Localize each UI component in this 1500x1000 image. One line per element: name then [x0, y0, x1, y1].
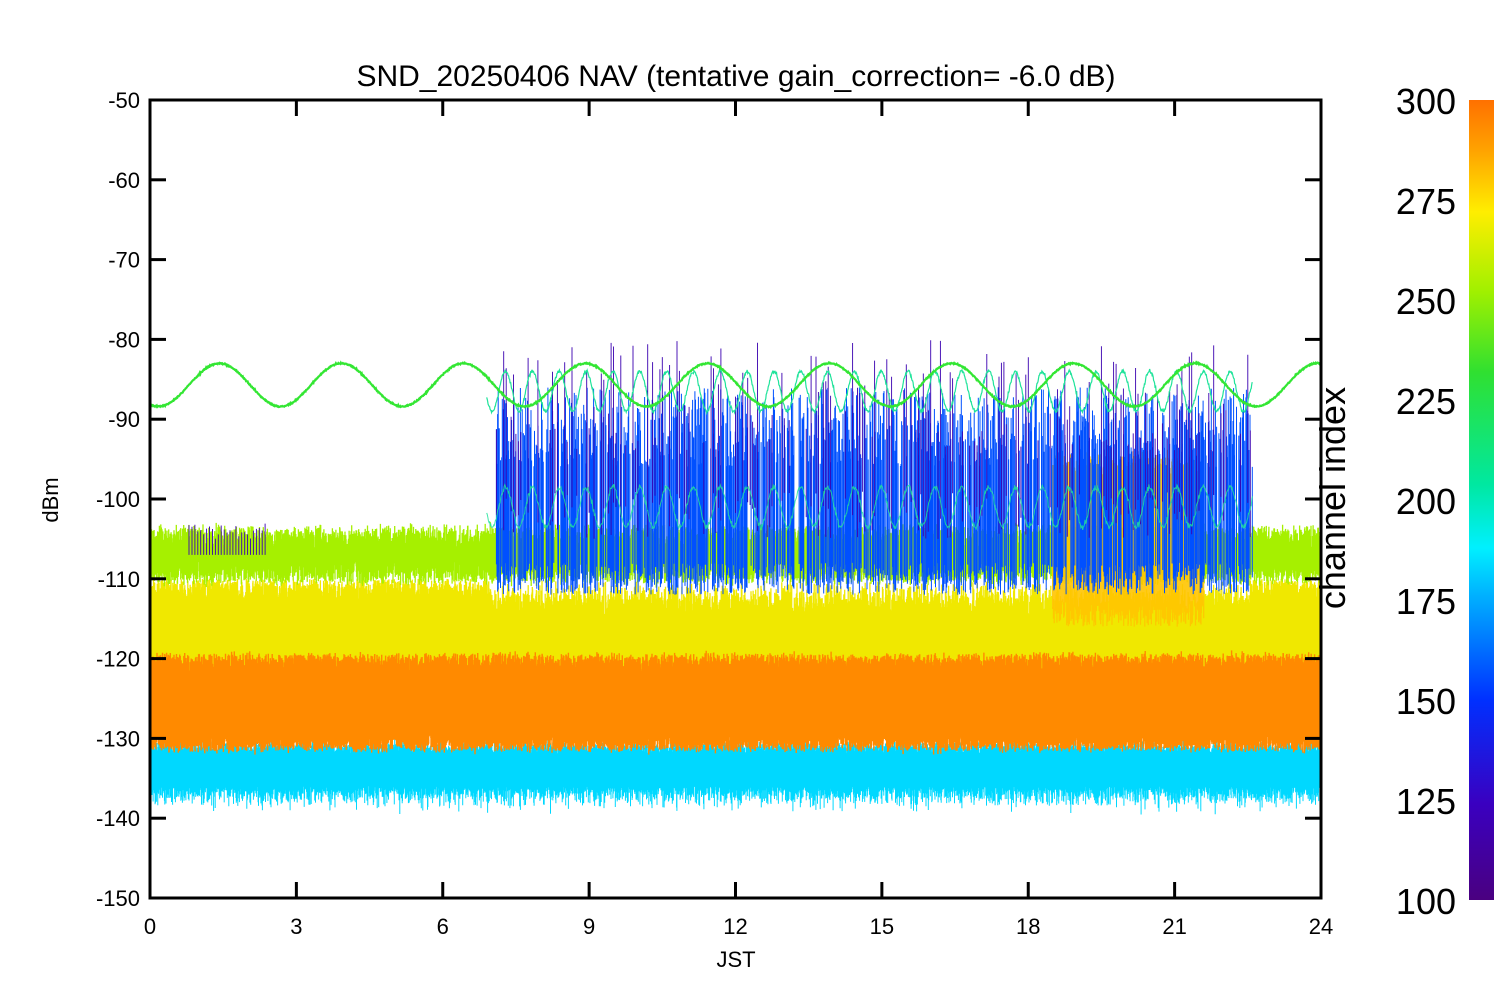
x-tick-label: 15 — [870, 914, 894, 939]
y-axis: -50 -60 -70 -80 -90 -100 -110 -120 -130 -140 -150 — [96, 88, 1321, 911]
chart-title: SND_20250406 NAV (tentative gain_correct… — [356, 60, 1115, 93]
colorbar-tick-label: 150 — [1396, 681, 1456, 722]
series-teal-oscillation-lower — [486, 482, 1253, 532]
colorbar-label: channel index — [1312, 387, 1353, 609]
colorbar-tick-label: 100 — [1396, 881, 1456, 922]
x-axis-label: JST — [716, 947, 755, 972]
y-axis-label: dBm — [38, 477, 63, 522]
y-tick-label: -80 — [108, 327, 140, 352]
x-tick-label: 12 — [723, 914, 747, 939]
colorbar-axis: 300 275 250 225 200 175 150 125 100 — [1396, 81, 1456, 922]
series-orange-core — [149, 650, 1322, 755]
y-tick-label: -120 — [96, 647, 140, 672]
colorbar-tick-label: 275 — [1396, 181, 1456, 222]
colorbar-tick-label: 250 — [1396, 281, 1456, 322]
x-tick-label: 21 — [1162, 914, 1186, 939]
series-early-spikes — [188, 523, 266, 555]
x-tick-label: 0 — [144, 914, 156, 939]
y-tick-label: -150 — [96, 886, 140, 911]
colorbar-tick-label: 300 — [1396, 81, 1456, 122]
colorbar-tick-label: 175 — [1396, 581, 1456, 622]
y-tick-label: -70 — [108, 248, 140, 273]
x-tick-label: 18 — [1016, 914, 1040, 939]
x-tick-label: 6 — [437, 914, 449, 939]
x-axis: 0 3 6 9 12 15 18 21 24 — [144, 100, 1333, 939]
y-tick-label: -130 — [96, 726, 140, 751]
y-tick-label: -90 — [108, 407, 140, 432]
y-tick-label: -50 — [108, 88, 140, 113]
x-tick-label: 9 — [583, 914, 595, 939]
colorbar-tick-label: 125 — [1396, 781, 1456, 822]
colorbar — [1469, 100, 1494, 900]
series-green-sinusoid — [149, 360, 1322, 410]
colorbar-tick-label: 225 — [1396, 381, 1456, 422]
y-tick-label: -60 — [108, 168, 140, 193]
x-tick-label: 24 — [1309, 914, 1333, 939]
x-tick-label: 3 — [290, 914, 302, 939]
series-purple-spikes — [495, 340, 1251, 539]
plot-data — [149, 340, 1322, 815]
y-tick-label: -110 — [98, 567, 140, 592]
y-tick-label: -140 — [96, 806, 140, 831]
y-tick-label: -100 — [96, 487, 140, 512]
series-teal-oscillation — [486, 367, 1253, 416]
colorbar-tick-label: 200 — [1396, 481, 1456, 522]
